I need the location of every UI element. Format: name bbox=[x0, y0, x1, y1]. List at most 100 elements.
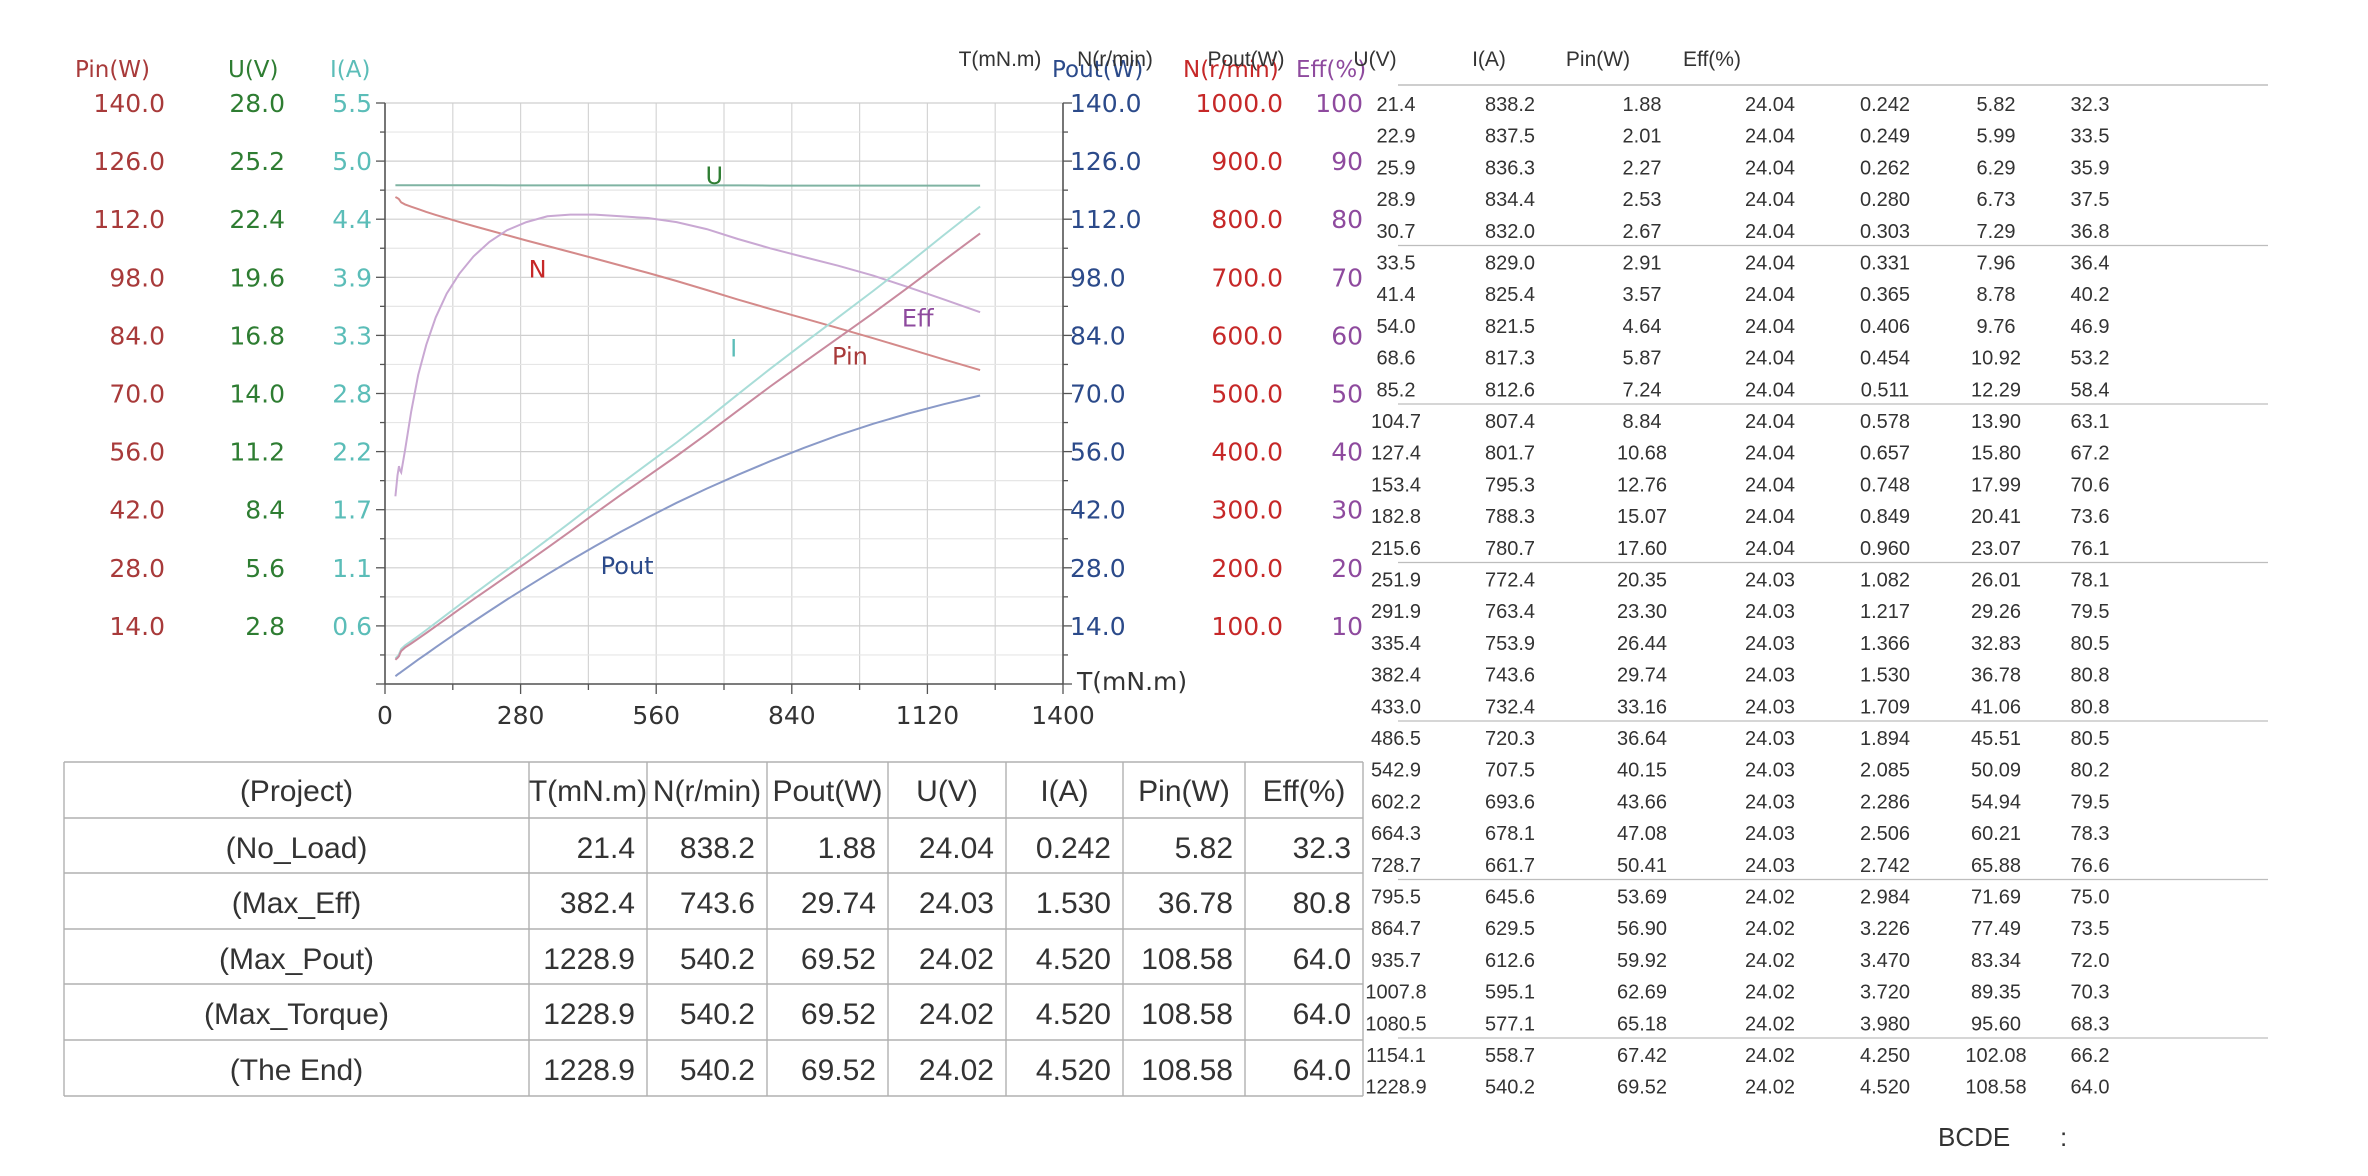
left-axis-tick-label: 25.2 bbox=[229, 147, 285, 176]
summary-table-header: Pout(W) bbox=[772, 775, 882, 808]
data-table-cell: 1.082 bbox=[1860, 570, 1910, 592]
right-axis-tick-label: 126.0 bbox=[1070, 147, 1142, 176]
data-table-cell: 5.99 bbox=[1977, 126, 2016, 148]
data-table-cell: 720.3 bbox=[1485, 728, 1535, 750]
data-table-cell: 832.0 bbox=[1485, 221, 1535, 243]
data-table-cell: 24.04 bbox=[1745, 157, 1795, 179]
data-table-cell: 251.9 bbox=[1371, 570, 1421, 592]
data-table-cell: 56.90 bbox=[1617, 918, 1667, 940]
data-table-cell: 24.04 bbox=[1745, 443, 1795, 465]
data-table-cell: 29.26 bbox=[1971, 601, 2021, 623]
curve-label-i: I bbox=[730, 335, 737, 363]
data-table-cell: 935.7 bbox=[1371, 950, 1421, 972]
right-axis-tick-label: 20 bbox=[1331, 554, 1363, 583]
data-table-cell: 70.6 bbox=[2071, 474, 2110, 496]
data-table-cell: 772.4 bbox=[1485, 570, 1535, 592]
data-table-cell: 80.8 bbox=[2071, 665, 2110, 687]
summary-table-cell: 24.02 bbox=[919, 998, 994, 1031]
right-axis-tick-label: 28.0 bbox=[1070, 554, 1126, 583]
summary-table-cell: 69.52 bbox=[801, 998, 876, 1031]
summary-table-cell: 0.242 bbox=[1036, 832, 1111, 865]
data-table-cell: 24.03 bbox=[1745, 855, 1795, 877]
data-table-cell: 2.27 bbox=[1623, 157, 1662, 179]
data-table-cell: 2.01 bbox=[1623, 126, 1662, 148]
left-axis-tick-label: 42.0 bbox=[109, 496, 165, 525]
left-axis-tick-label: 0.6 bbox=[332, 612, 372, 641]
data-table-cell: 58.4 bbox=[2071, 379, 2110, 401]
right-axis-tick-label: 700.0 bbox=[1211, 263, 1283, 292]
summary-table-cell: 24.04 bbox=[919, 832, 994, 865]
data-table-cell: 1007.8 bbox=[1365, 982, 1426, 1004]
data-table-cell: 4.250 bbox=[1860, 1045, 1910, 1067]
plot-grid bbox=[384, 102, 1064, 685]
data-table-cell: 35.9 bbox=[2071, 157, 2110, 179]
data-table-cell: 486.5 bbox=[1371, 728, 1421, 750]
data-table-cell: 50.41 bbox=[1617, 855, 1667, 877]
summary-table-cell: 4.520 bbox=[1036, 998, 1111, 1031]
data-table-cell: 780.7 bbox=[1485, 538, 1535, 560]
footer: BCDE: bbox=[1938, 1122, 2067, 1152]
data-table-cell: 80.8 bbox=[2071, 696, 2110, 718]
data-table-cell: 50.09 bbox=[1971, 760, 2021, 782]
right-axis-tick-label: 500.0 bbox=[1211, 380, 1283, 409]
curve-label-n: N bbox=[529, 255, 547, 283]
summary-table-cell: 1228.9 bbox=[543, 1054, 635, 1087]
left-axis-tick-label: 1.7 bbox=[332, 496, 372, 525]
right-axis-tick-label: 14.0 bbox=[1070, 612, 1126, 641]
data-table-cell: 24.03 bbox=[1745, 791, 1795, 813]
data-table-cell: 80.5 bbox=[2071, 728, 2110, 750]
data-table-cell: 2.67 bbox=[1623, 221, 1662, 243]
summary-table-cell: 5.82 bbox=[1175, 832, 1233, 865]
summary-table-cell: 540.2 bbox=[680, 943, 755, 976]
right-axis-tick-label: 1000.0 bbox=[1196, 89, 1283, 118]
data-table-cell: 6.73 bbox=[1977, 189, 2016, 211]
data-table-cell: 0.280 bbox=[1860, 189, 1910, 211]
summary-table-cell: 838.2 bbox=[680, 832, 755, 865]
curve-pout bbox=[394, 394, 981, 678]
data-table-cell: 24.04 bbox=[1745, 284, 1795, 306]
summary-table-cell: 743.6 bbox=[680, 887, 755, 920]
footer-label: BCDE bbox=[1938, 1122, 2010, 1152]
data-table-cell: 3.57 bbox=[1623, 284, 1662, 306]
data-table-cell: 763.4 bbox=[1485, 601, 1535, 623]
data-table-cell: 46.9 bbox=[2071, 316, 2110, 338]
data-table-cell: 24.02 bbox=[1745, 918, 1795, 940]
data-table-cell: 542.9 bbox=[1371, 760, 1421, 782]
data-table-cell: 0.406 bbox=[1860, 316, 1910, 338]
data-table-cell: 182.8 bbox=[1371, 506, 1421, 528]
summary-table-cell: 24.03 bbox=[919, 887, 994, 920]
data-table-cell: 67.2 bbox=[2071, 443, 2110, 465]
data-table-cell: 37.5 bbox=[2071, 189, 2110, 211]
summary-table-cell: 24.02 bbox=[919, 943, 994, 976]
curve-label-pout: Pout bbox=[601, 552, 654, 580]
left-axis-tick-label: 5.6 bbox=[245, 554, 285, 583]
data-table-cell: 36.8 bbox=[2071, 221, 2110, 243]
data-table-cell: 89.35 bbox=[1971, 982, 2021, 1004]
data-table-cell: 24.04 bbox=[1745, 474, 1795, 496]
left-axis-tick-label: 22.4 bbox=[229, 205, 285, 234]
data-table-cell: 12.76 bbox=[1617, 474, 1667, 496]
left-axis-tick-label: 5.5 bbox=[332, 89, 372, 118]
summary-table-cell: 4.520 bbox=[1036, 1054, 1111, 1087]
data-table-cell: 4.64 bbox=[1623, 316, 1662, 338]
x-tick-label: 1120 bbox=[896, 701, 960, 730]
data-table-cell: 54.0 bbox=[1377, 316, 1416, 338]
summary-table-header: N(r/min) bbox=[653, 775, 761, 808]
curve-i bbox=[394, 205, 981, 660]
summary-table-header: T(mN.m) bbox=[529, 775, 647, 808]
left-axis-tick-label: 19.6 bbox=[229, 263, 285, 292]
data-table-cell: 102.08 bbox=[1965, 1045, 2026, 1067]
data-table-cell: 24.04 bbox=[1745, 538, 1795, 560]
data-table-cell: 24.02 bbox=[1745, 982, 1795, 1004]
right-axis-tick-label: 100.0 bbox=[1211, 612, 1283, 641]
right-axis-tick-label: 200.0 bbox=[1211, 554, 1283, 583]
data-table-cell: 22.9 bbox=[1377, 126, 1416, 148]
data-table-cell: 7.29 bbox=[1977, 221, 2016, 243]
data-table-cell: 36.78 bbox=[1971, 665, 2021, 687]
data-table-cell: 661.7 bbox=[1485, 855, 1535, 877]
data-table-cell: 24.03 bbox=[1745, 665, 1795, 687]
data-table-cell: 21.4 bbox=[1377, 94, 1416, 116]
data-table-cell: 8.78 bbox=[1977, 284, 2016, 306]
data-table-cell: 23.30 bbox=[1617, 601, 1667, 623]
left-axis-tick-label: 28.0 bbox=[229, 89, 285, 118]
